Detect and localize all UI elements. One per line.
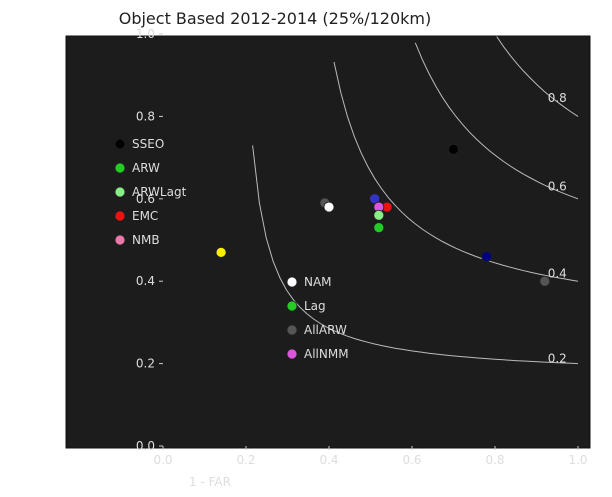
- x-tick-label: 0.0: [153, 453, 172, 467]
- x-tick-label: 0.4: [319, 453, 338, 467]
- data-point: [373, 222, 385, 234]
- x-ticks: 0.0 0.2 0.4 0.6 0.8 1.0: [153, 446, 588, 467]
- legend-label: AllARW: [304, 323, 347, 337]
- data-points: [215, 143, 551, 287]
- chart-title: Object Based 2012-2014 (25%/120km): [119, 9, 432, 28]
- x-tick-label: 0.2: [236, 453, 255, 467]
- legend-marker: [114, 210, 126, 222]
- x-tick-label: 1.0: [568, 453, 587, 467]
- legend-label: AllNMM: [304, 347, 349, 361]
- data-point: [373, 209, 385, 221]
- data-point: [539, 275, 551, 287]
- contour-labels: 0.2 0.4 0.6 0.8: [548, 91, 567, 366]
- data-point: [448, 143, 459, 155]
- legend-label: ARW: [132, 161, 160, 175]
- data-point: [323, 201, 335, 213]
- csi-contour-0.2: [252, 145, 579, 365]
- legend-label: ARWLagt: [132, 185, 187, 199]
- csi-contour-0.6: [414, 42, 579, 200]
- contour-label: 0.8: [548, 91, 567, 105]
- legend-marker: [114, 162, 126, 174]
- data-point: [215, 246, 227, 258]
- legend-marker: [114, 234, 126, 246]
- legend-label: EMC: [132, 209, 158, 223]
- y-tick-label: 0.4: [136, 274, 155, 288]
- legend-marker: [114, 186, 126, 198]
- contour-label: 0.4: [548, 267, 567, 281]
- legend-label: NMB: [132, 233, 160, 247]
- legend-marker: [286, 324, 298, 336]
- legend-marker: [286, 300, 298, 312]
- legend-label: NAM: [304, 275, 332, 289]
- contour-label: 0.6: [548, 180, 567, 194]
- y-tick-label: 0.6: [136, 192, 155, 206]
- y-ticks: 0.0 0.2 0.4 0.6 0.8 1.0: [136, 27, 163, 453]
- csi-contours: [252, 36, 579, 365]
- y-tick-label: 1.0: [136, 27, 155, 41]
- legend-label: Lag: [304, 299, 326, 313]
- y-tick-label: 0.8: [136, 109, 155, 123]
- y-tick-label: 0.2: [136, 357, 155, 371]
- x-tick-label: 0.6: [402, 453, 421, 467]
- legend-marker: [286, 276, 298, 288]
- legend: SSEO ARW ARWLagt EMC NMB NAM Lag AllARW AllNMM: [114, 137, 349, 361]
- plot-frame: [65, 35, 591, 449]
- legend-label: SSEO: [132, 137, 164, 151]
- csi-contour-0.8: [496, 36, 579, 117]
- y-tick-label: 0.0: [136, 439, 155, 453]
- contour-label: 0.2: [548, 352, 567, 366]
- x-axis-label: 1 - FAR: [189, 475, 231, 489]
- data-point: [481, 251, 493, 262]
- csi-contour-0.4: [333, 61, 579, 282]
- legend-marker: [114, 138, 126, 150]
- x-tick-label: 0.8: [485, 453, 504, 467]
- legend-marker: [286, 348, 298, 360]
